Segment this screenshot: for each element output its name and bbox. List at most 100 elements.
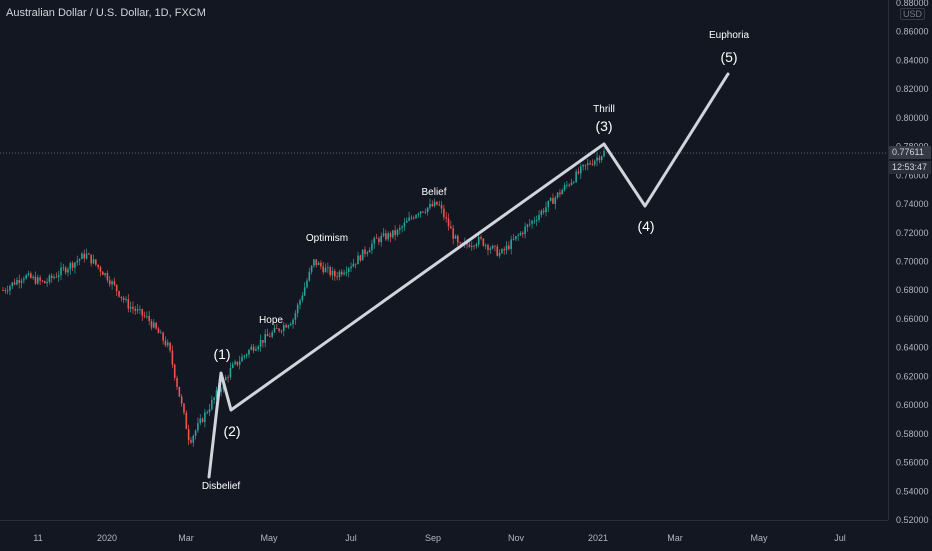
time-tick: Nov	[508, 533, 525, 543]
candle	[320, 260, 322, 270]
candle	[206, 410, 209, 415]
candle	[266, 328, 269, 337]
candle	[255, 345, 257, 352]
candle	[445, 211, 448, 223]
candle	[496, 244, 499, 257]
candle	[387, 231, 389, 242]
candle	[375, 233, 378, 239]
candle	[159, 329, 162, 334]
bar-countdown-tag: 12:53:47	[889, 161, 931, 174]
price-axis[interactable]	[888, 0, 932, 520]
candle	[579, 163, 582, 179]
candle	[573, 180, 575, 185]
candle	[190, 437, 192, 445]
price-tick: 0.76000	[896, 170, 929, 180]
symbol-title: Australian Dollar / U.S. Dollar, 1D, FXC…	[6, 7, 206, 19]
candle	[23, 276, 25, 284]
candle	[129, 301, 132, 313]
candle	[243, 354, 246, 360]
price-tick: 0.64000	[896, 343, 929, 353]
candle	[32, 274, 34, 280]
candle	[433, 198, 436, 208]
candle	[104, 272, 106, 278]
candle	[457, 234, 459, 247]
candle	[155, 321, 157, 330]
price-tick: 0.86000	[896, 27, 929, 37]
candle	[71, 261, 74, 272]
candle	[67, 266, 69, 277]
candle	[408, 211, 410, 222]
candle	[535, 215, 538, 227]
time-tick: May	[750, 533, 768, 543]
time-tick: 2020	[97, 533, 117, 543]
price-tick: 0.56000	[896, 458, 929, 468]
candle	[76, 255, 79, 266]
candle	[211, 395, 213, 411]
candle	[199, 413, 202, 426]
price-tick: 0.88000	[896, 0, 929, 8]
label-belief: Belief	[421, 187, 446, 198]
candle	[229, 362, 232, 380]
candle	[593, 159, 596, 167]
candle	[545, 201, 547, 217]
candle	[234, 359, 236, 366]
candle	[97, 264, 99, 270]
candle	[69, 261, 72, 275]
candle	[415, 213, 417, 220]
elliott-wave-line[interactable]	[207, 72, 730, 479]
candle	[331, 266, 334, 281]
candle	[417, 212, 420, 218]
candle	[30, 271, 32, 279]
candle	[538, 210, 540, 223]
candle	[443, 204, 445, 221]
candle	[48, 273, 51, 285]
candle	[389, 231, 392, 243]
candle	[324, 263, 327, 273]
candle	[366, 250, 369, 257]
candle	[13, 278, 16, 286]
candle	[426, 207, 429, 216]
candle	[568, 183, 570, 188]
candle	[450, 220, 452, 229]
candle	[412, 215, 415, 220]
candle	[542, 207, 545, 215]
candle	[287, 324, 290, 330]
currency-unit-badge[interactable]: USD	[900, 8, 926, 20]
candle	[4, 287, 7, 294]
candle	[306, 278, 308, 289]
price-tick: 0.70000	[896, 257, 929, 267]
wave-label-5: (5)	[720, 49, 737, 65]
candle	[582, 164, 584, 171]
candle	[526, 223, 529, 232]
price-tick: 0.72000	[896, 228, 929, 238]
candle	[431, 200, 434, 207]
candle	[285, 323, 287, 328]
candle	[95, 259, 97, 267]
candle	[589, 160, 591, 166]
candle	[517, 233, 519, 242]
candle	[345, 266, 348, 277]
candle	[598, 155, 601, 164]
candle	[60, 262, 62, 281]
candle	[552, 193, 554, 204]
price-tick: 0.74000	[896, 199, 929, 209]
time-tick: Mar	[667, 533, 683, 543]
candle	[88, 252, 90, 255]
candle	[380, 232, 383, 247]
candle	[491, 244, 494, 250]
candle	[566, 180, 568, 189]
candle	[487, 243, 489, 256]
candle	[301, 292, 304, 303]
price-tick: 0.62000	[896, 371, 929, 381]
time-tick: Jul	[834, 533, 846, 543]
candle	[361, 249, 364, 261]
candle	[118, 290, 120, 298]
time-axis[interactable]	[0, 520, 888, 551]
candle	[436, 201, 438, 206]
candle	[475, 242, 478, 249]
candle	[20, 278, 23, 289]
candle	[515, 235, 517, 242]
candle	[347, 266, 350, 278]
candle	[394, 225, 396, 241]
